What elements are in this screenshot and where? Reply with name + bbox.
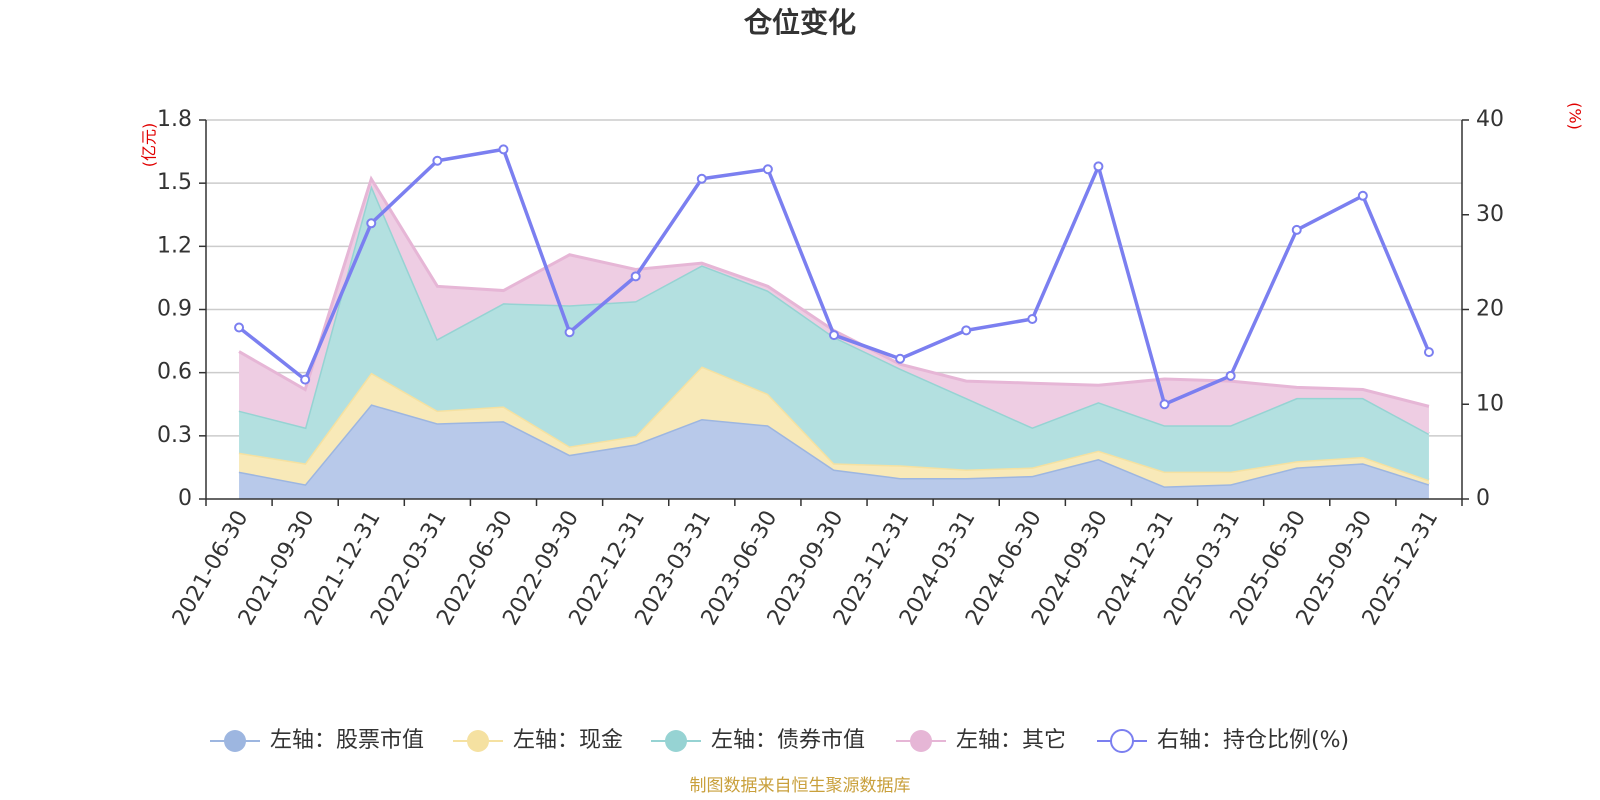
- area-series-2: [239, 185, 1429, 481]
- ratio-point: [1291, 224, 1302, 235]
- ratio-point: [300, 374, 311, 385]
- ratio-point: [498, 144, 509, 155]
- ratio-point: [564, 327, 575, 338]
- ratio-point: [1027, 313, 1038, 324]
- right-axis-tick-label: 30: [1476, 202, 1504, 227]
- ratio-point: [630, 271, 641, 282]
- legend-label-0: 左轴：股票市值: [270, 728, 424, 753]
- legend-label-4: 右轴：持仓比例(%): [1157, 728, 1349, 753]
- left-axis-unit: (亿元): [140, 123, 159, 168]
- ratio-point: [1423, 347, 1434, 358]
- ratio-point: [895, 353, 906, 364]
- left-axis-tick-label: 1.8: [157, 107, 192, 132]
- ratio-point: [696, 173, 707, 184]
- right-axis-tick-label: 0: [1476, 486, 1490, 511]
- left-axis-tick-label: 0.9: [157, 297, 192, 322]
- ratio-point: [432, 155, 443, 166]
- ratio-point: [1093, 161, 1104, 172]
- ratio-point: [829, 330, 839, 341]
- legend-marker-1: [467, 730, 489, 752]
- left-axis-tick-label: 1.2: [157, 233, 192, 258]
- ratio-point: [1159, 399, 1170, 410]
- right-axis-tick-label: 20: [1476, 297, 1504, 322]
- right-axis-unit: (%): [1566, 102, 1585, 130]
- area-series-0: [239, 404, 1429, 499]
- legend: 左轴：股票市值 左轴：现金 左轴：债券市值 左轴：其它 右轴：持仓比例(%): [210, 728, 1349, 753]
- right-axis-tick-label: 10: [1476, 391, 1504, 416]
- ratio-point: [961, 325, 972, 336]
- left-axis-tick-label: 1.5: [157, 170, 192, 195]
- chart-title: 仓位变化: [744, 6, 856, 39]
- data-source-note: 制图数据来自恒生聚源数据库: [690, 776, 911, 796]
- legend-marker-0: [224, 730, 246, 752]
- left-axis-tick-label: 0: [178, 486, 192, 511]
- ratio-point: [366, 218, 377, 229]
- legend-label-3: 左轴：其它: [956, 728, 1066, 753]
- left-axis-tick-label: 0.3: [157, 423, 192, 448]
- ratio-point: [1357, 190, 1368, 201]
- legend-label-1: 左轴：现金: [513, 728, 623, 753]
- legend-label-2: 左轴：债券市值: [711, 728, 865, 753]
- right-axis-tick-label: 40: [1476, 107, 1504, 132]
- ratio-point: [762, 164, 773, 175]
- legend-marker-3: [910, 730, 932, 752]
- legend-marker-2: [665, 730, 687, 752]
- ratio-line: [234, 144, 1434, 410]
- area-series-3: [239, 178, 1429, 434]
- legend-marker-4: [1110, 729, 1134, 753]
- ratio-point: [234, 322, 245, 333]
- left-axis-tick-label: 0.6: [157, 360, 192, 385]
- ratio-point: [1225, 370, 1236, 381]
